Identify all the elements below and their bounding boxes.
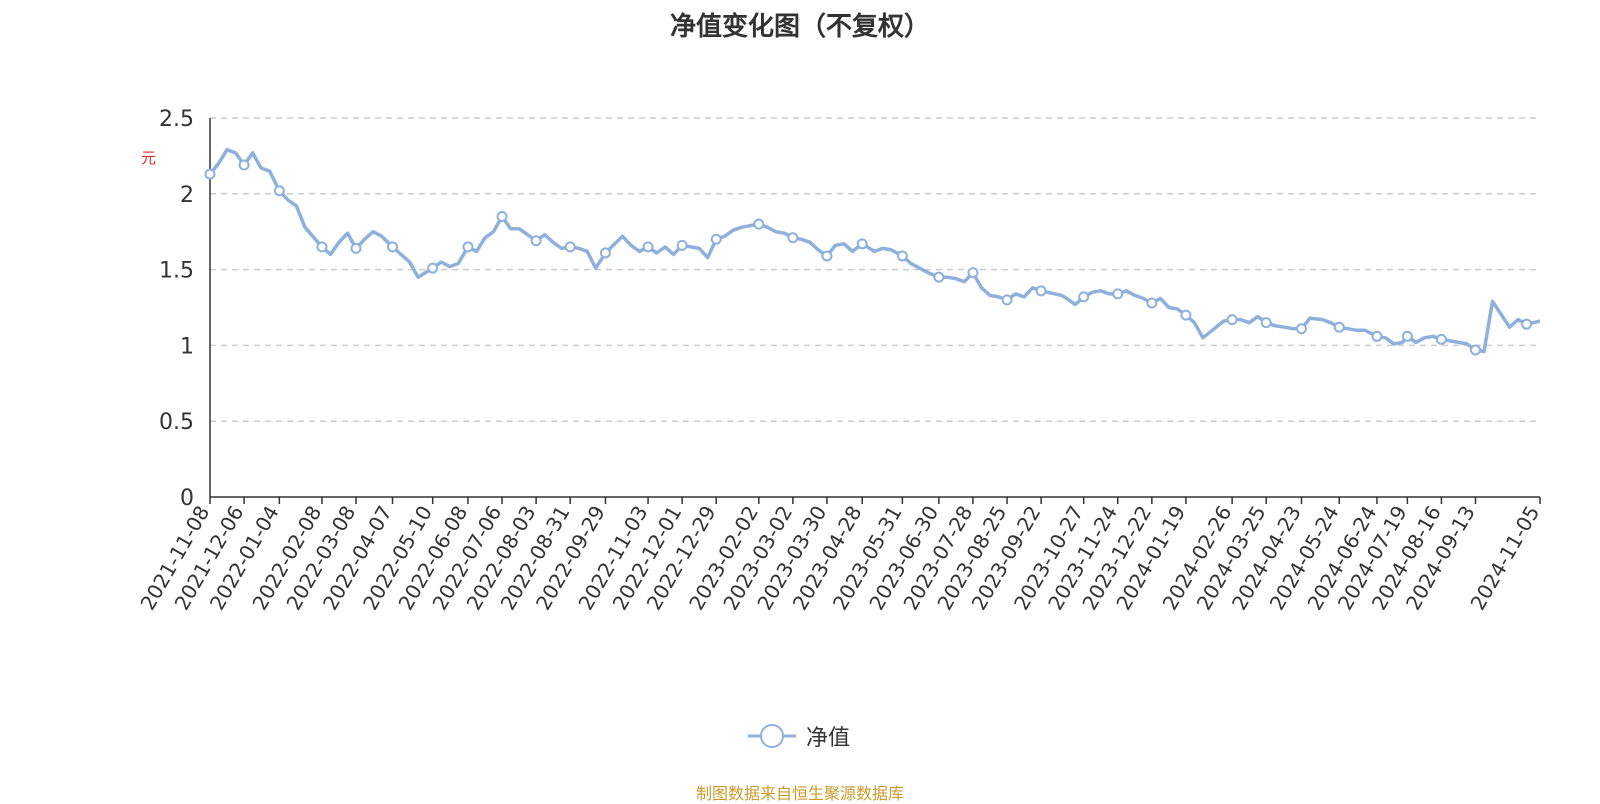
data-point	[599, 247, 611, 259]
data-point	[933, 271, 945, 283]
source-note: 制图数据来自恒生聚源数据库	[695, 784, 904, 803]
data-point	[642, 241, 654, 253]
data-point	[496, 211, 508, 223]
y-tick-label: 0.5	[159, 410, 194, 435]
data-point	[1401, 330, 1413, 342]
data-point	[350, 242, 362, 254]
data-point	[753, 218, 765, 230]
data-point	[1146, 297, 1158, 309]
data-point	[896, 250, 908, 262]
data-point	[427, 262, 439, 274]
data-point	[238, 159, 250, 171]
data-point	[710, 233, 722, 245]
data-point	[204, 168, 216, 180]
data-point	[1035, 285, 1047, 297]
y-tick-label: 1	[180, 334, 194, 359]
data-point	[1260, 317, 1272, 329]
data-point	[821, 250, 833, 262]
data-point	[787, 232, 799, 244]
y-tick-label: 0	[180, 486, 194, 511]
data-point	[856, 238, 868, 250]
data-point	[273, 185, 285, 197]
data-point	[1296, 323, 1308, 335]
data-point	[1226, 314, 1238, 326]
data-point	[530, 235, 542, 247]
data-point	[1371, 330, 1383, 342]
series-line	[208, 148, 1541, 354]
legend[interactable]: 净值	[748, 722, 851, 751]
data-point	[1333, 321, 1345, 333]
legend-label: 净值	[806, 726, 851, 751]
data-point	[387, 241, 399, 253]
data-point	[1001, 294, 1013, 306]
data-point	[1435, 333, 1447, 345]
data-point	[564, 241, 576, 253]
y-tick-label: 2.5	[159, 107, 194, 132]
legend-line-icon	[748, 724, 796, 748]
data-point	[316, 241, 328, 253]
y-tick-label: 1.5	[159, 259, 194, 284]
y-axis-label: 元	[139, 150, 157, 165]
x-tick-label: 2024-11-05	[1465, 502, 1544, 615]
data-point	[1470, 344, 1482, 356]
data-point	[1521, 318, 1533, 330]
chart-title: 净值变化图（不复权）	[669, 12, 930, 42]
data-point	[1112, 288, 1124, 300]
data-point	[462, 241, 474, 253]
data-point	[967, 267, 979, 279]
data-point	[1078, 291, 1090, 303]
data-point	[1180, 309, 1192, 321]
data-point	[676, 239, 688, 251]
y-tick-label: 2	[180, 183, 194, 208]
